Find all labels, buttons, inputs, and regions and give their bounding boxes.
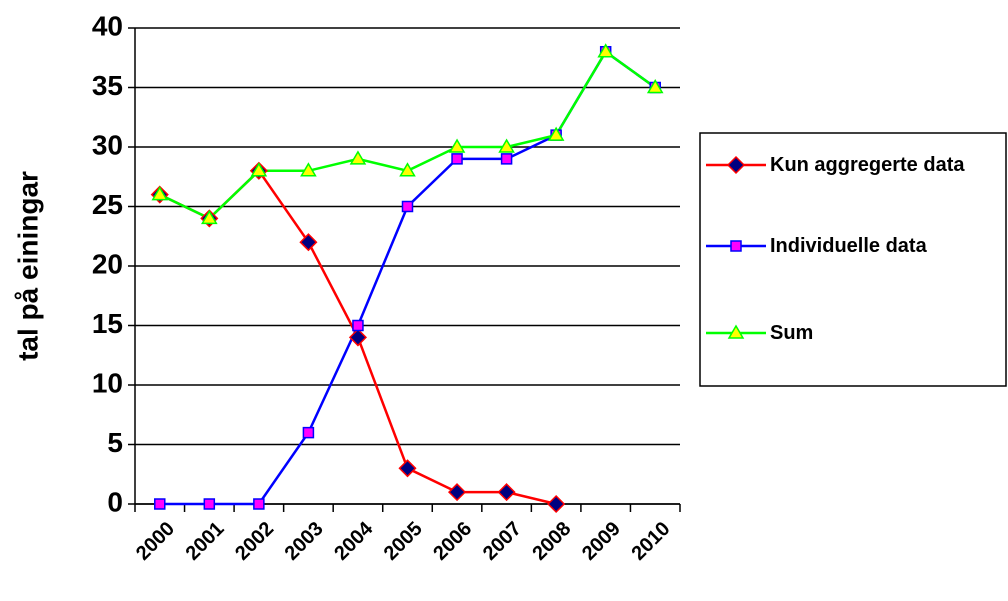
x-tick-label: 2001 <box>182 518 229 565</box>
marker <box>302 426 315 439</box>
marker <box>727 324 745 339</box>
marker <box>151 186 169 201</box>
x-tick-label: 2004 <box>330 517 378 565</box>
x-tick-label: 2007 <box>479 518 526 565</box>
x-tick-label: 2006 <box>429 518 476 565</box>
y-tick-label: 20 <box>92 248 123 279</box>
series-line <box>159 49 656 220</box>
legend-item: Sum <box>770 322 814 344</box>
marker <box>203 498 216 510</box>
marker <box>253 498 265 510</box>
marker <box>300 162 317 177</box>
marker <box>547 126 565 141</box>
series-line <box>159 49 656 506</box>
y-tick-label: 25 <box>92 189 123 220</box>
y-tick-label: 30 <box>92 129 123 160</box>
marker <box>497 483 516 502</box>
legend-item: Kun aggregerte data <box>770 154 965 176</box>
marker <box>154 498 166 510</box>
marker <box>352 319 364 332</box>
x-tick-label: 2009 <box>578 518 625 565</box>
marker <box>401 200 414 213</box>
y-tick-label: 5 <box>107 427 123 458</box>
legend-label: Individuelle data <box>770 235 927 257</box>
marker <box>500 153 513 165</box>
legend-item: Individuelle data <box>770 235 927 257</box>
marker <box>348 328 368 347</box>
x-tick-label: 2002 <box>231 518 278 565</box>
legend-box <box>699 132 1007 387</box>
marker <box>398 459 417 478</box>
y-tick-label: 35 <box>92 70 123 101</box>
marker <box>448 138 466 153</box>
marker <box>349 150 367 165</box>
marker <box>299 233 318 252</box>
marker <box>250 162 268 177</box>
x-tick-label: 2010 <box>627 518 674 565</box>
marker <box>547 494 566 514</box>
x-tick-label: 2003 <box>281 518 328 565</box>
marker <box>451 153 463 165</box>
marker <box>201 209 218 225</box>
legend-label: Kun aggregerte data <box>770 154 965 176</box>
x-tick-label: 2000 <box>132 518 179 565</box>
marker <box>498 138 515 153</box>
y-tick-label: 10 <box>92 367 123 398</box>
x-tick-label: 2005 <box>380 518 427 565</box>
marker <box>730 240 742 252</box>
legend-label: Sum <box>770 322 814 344</box>
x-tick-label: 2008 <box>528 518 575 565</box>
y-tick-label: 0 <box>107 486 123 517</box>
marker <box>399 162 416 177</box>
marker <box>646 79 664 94</box>
y-tick-label: 15 <box>92 308 123 339</box>
marker <box>597 43 614 58</box>
marker <box>447 483 467 502</box>
marker <box>726 155 746 175</box>
y-tick-label: 40 <box>92 10 123 41</box>
y-axis-title: tal på einingar <box>12 171 43 361</box>
